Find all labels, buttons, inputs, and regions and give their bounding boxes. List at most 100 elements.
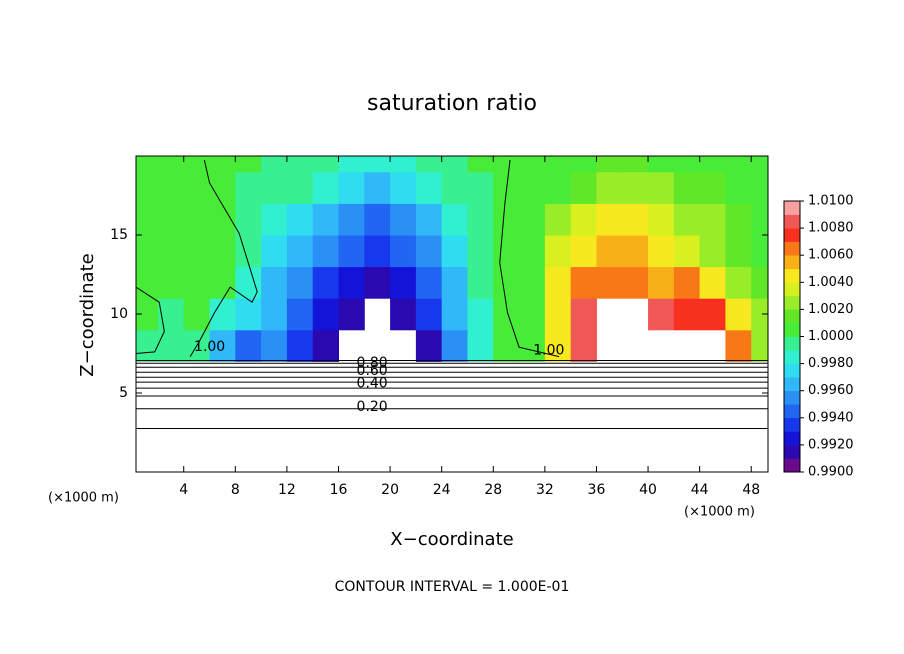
field-cell (519, 156, 546, 173)
contour-line (499, 159, 560, 358)
colorbar-swatch (784, 255, 800, 270)
field-cell (570, 329, 597, 362)
colorbar-swatch (784, 458, 800, 473)
field-cell (136, 171, 159, 204)
field-cell (467, 235, 494, 268)
field-cell (673, 203, 701, 236)
y-tick-label: 5 (119, 385, 128, 401)
field-cell (648, 298, 675, 331)
field-cell (157, 298, 185, 331)
field-cell (441, 266, 468, 299)
field-cell (390, 203, 417, 236)
field-cell (136, 203, 159, 236)
colorbar-tick-label: 0.9940 (808, 410, 854, 425)
field-cell (312, 171, 339, 204)
field-cell (235, 203, 262, 236)
contour-label: 0.20 (357, 399, 388, 415)
colorbar-swatch (784, 363, 800, 378)
field-cell (364, 266, 391, 299)
colorbar-swatch (784, 282, 800, 297)
field-cell (136, 329, 159, 362)
field-cell (544, 171, 572, 204)
field-cell (725, 298, 752, 331)
colorbar-swatch (784, 417, 800, 432)
colorbar-tick-label: 1.0100 (808, 194, 854, 209)
contour-line (136, 286, 165, 354)
field-cell (261, 266, 288, 299)
colorbar-tick-label: 1.0000 (808, 329, 854, 344)
x-tick-label: 16 (330, 482, 348, 498)
colorbar-tick-label: 1.0040 (808, 275, 854, 290)
field-cell (622, 235, 649, 268)
field-cell (261, 203, 288, 236)
field-cell (338, 266, 365, 299)
field-cell (415, 203, 443, 236)
field-cell (570, 266, 597, 299)
field-cell (493, 329, 520, 362)
field-cell (467, 156, 494, 173)
field-cell (286, 235, 314, 268)
field-cell (622, 171, 649, 204)
y-axis-label: Z−coordinate (77, 253, 98, 376)
field-cell (493, 156, 520, 173)
field-cell (673, 156, 701, 173)
colorbar-swatch (784, 377, 800, 391)
field-cell (157, 171, 185, 204)
colorbar-tick-label: 0.9980 (808, 356, 854, 371)
field-cell (699, 156, 726, 173)
field-cell (157, 203, 185, 236)
field-cell (183, 298, 211, 331)
colorbar-tick-label: 1.0020 (808, 302, 854, 317)
field-cell (570, 156, 597, 173)
field-cell (235, 329, 262, 362)
field-cell (519, 203, 546, 236)
field-cell (648, 203, 675, 236)
field-cell (364, 203, 391, 236)
field-cell (570, 235, 597, 268)
colorbar-swatch (784, 390, 800, 405)
field-cell (493, 203, 520, 236)
colorbar-tick-label: 0.9960 (808, 383, 854, 398)
contour-label: 0.60 (357, 363, 388, 379)
field-cell (519, 171, 546, 204)
contour-label: 1.00 (533, 342, 564, 358)
field-cell (338, 298, 365, 331)
x-tick-label: 20 (381, 482, 399, 498)
field-cell (157, 156, 185, 173)
x-tick-label: 8 (231, 482, 240, 498)
colorbar-tick-label: 1.0060 (808, 248, 854, 263)
field-cell (390, 156, 417, 173)
field-cell (751, 298, 768, 331)
field-cell (467, 266, 494, 299)
field-cell (699, 298, 726, 331)
field-cell (544, 298, 572, 331)
field-cell (415, 235, 443, 268)
field-cell (493, 235, 520, 268)
field-cell (673, 171, 701, 204)
field-cell (699, 171, 726, 204)
field-cell (390, 235, 417, 268)
x-unit-label: (×1000 m) (684, 505, 755, 520)
field-cell (441, 156, 468, 173)
field-cell (725, 171, 752, 204)
field-cell (136, 298, 159, 331)
field-cell (519, 329, 546, 362)
field-cell (286, 171, 314, 204)
field-cell (415, 329, 443, 362)
field-cell (699, 203, 726, 236)
contour-label: 1.00 (194, 339, 225, 355)
field-cell (261, 329, 288, 362)
field-cell (725, 235, 752, 268)
field-cell (673, 298, 701, 331)
field-cell (364, 235, 391, 268)
field-cell (312, 329, 339, 362)
field-cell (209, 266, 236, 299)
field-cell (544, 203, 572, 236)
x-tick-label: 12 (278, 482, 296, 498)
field-cell (441, 203, 468, 236)
field-cell (286, 156, 314, 173)
field-cell (699, 235, 726, 268)
x-tick-label: 32 (536, 482, 554, 498)
field-cell (673, 266, 701, 299)
